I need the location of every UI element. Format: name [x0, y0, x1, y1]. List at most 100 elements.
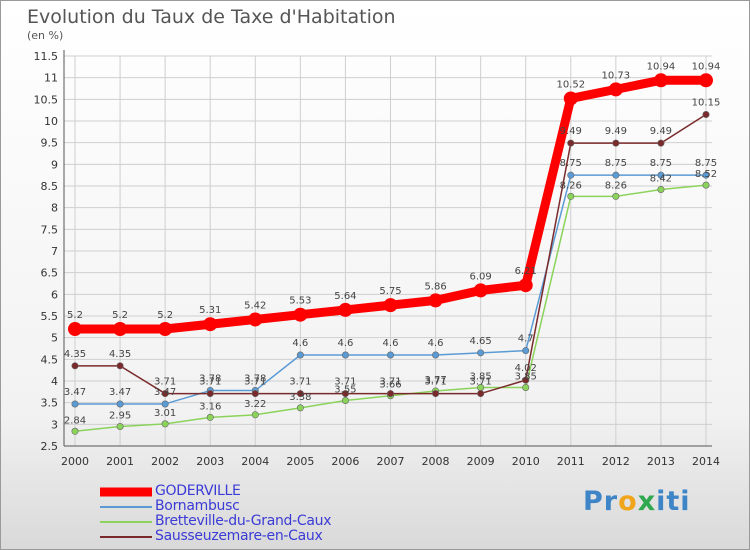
y-tick-label: 11	[44, 72, 58, 85]
logo-letter: i	[680, 486, 691, 517]
data-label: 3.85	[470, 372, 492, 383]
data-point	[68, 322, 82, 336]
y-tick-label: 6.5	[41, 267, 59, 280]
data-label: 3.78	[199, 374, 221, 385]
y-tick-label: 8	[51, 202, 58, 215]
data-point	[341, 390, 349, 398]
legend-swatch-bornambusc	[100, 506, 152, 508]
data-label: 3.16	[199, 401, 221, 412]
data-point	[116, 422, 124, 430]
data-point	[338, 302, 353, 317]
data-point	[71, 362, 79, 370]
data-point	[296, 351, 304, 359]
chart-title: Evolution du Taux de Taxe d'Habitation	[27, 6, 396, 28]
legend-label-goderville: GODERVILLE	[155, 483, 241, 499]
data-point	[432, 351, 440, 359]
data-label: 9.49	[560, 126, 582, 137]
legend-label-bornambusc: Bornambusc	[155, 498, 240, 514]
logo-letter: i	[656, 486, 667, 517]
data-point	[699, 73, 713, 88]
data-label: 3.71	[334, 377, 356, 388]
data-point	[657, 185, 665, 193]
data-point	[386, 390, 394, 398]
y-tick-label: 7	[51, 245, 58, 258]
data-point	[116, 362, 124, 370]
data-label: 8.26	[605, 180, 627, 191]
x-tick-label: 2012	[602, 455, 630, 468]
data-label: 3.66	[379, 380, 401, 391]
data-point	[251, 390, 259, 398]
y-tick-label: 5	[51, 332, 58, 345]
data-point	[522, 383, 530, 391]
logo-letter: o	[618, 486, 638, 517]
data-point	[657, 171, 665, 179]
y-tick-label: 11.5	[34, 50, 59, 63]
data-point	[248, 312, 263, 327]
data-label: 3.71	[199, 377, 221, 388]
data-point	[567, 192, 575, 200]
data-point	[518, 278, 533, 293]
y-tick-label: 3	[51, 418, 58, 431]
data-point	[251, 411, 259, 419]
x-tick-label: 2013	[647, 455, 675, 468]
data-label: 3.78	[244, 374, 266, 385]
proxiti-logo: Proxiti	[583, 486, 691, 517]
y-tick-label: 4	[51, 375, 58, 388]
data-label: 8.75	[695, 158, 717, 169]
data-label: 5.64	[334, 291, 356, 302]
data-label: 10.94	[692, 61, 721, 72]
x-tick-label: 2002	[151, 455, 179, 468]
x-tick-label: 2000	[61, 455, 89, 468]
data-point	[428, 293, 443, 308]
data-label: 3.01	[154, 408, 176, 419]
legend-swatch-goderville	[100, 487, 152, 497]
y-tick-label: 10.5	[34, 93, 59, 106]
data-point	[612, 171, 620, 179]
x-tick-label: 2011	[557, 455, 585, 468]
data-label: 4.6	[428, 338, 444, 349]
data-point	[161, 400, 169, 408]
x-tick-label: 2005	[286, 455, 314, 468]
y-tick-label: 10	[44, 115, 58, 128]
data-label: 4.6	[337, 338, 353, 349]
x-tick-label: 2003	[196, 455, 224, 468]
x-tick-label: 2004	[241, 455, 269, 468]
data-label: 5.86	[424, 281, 446, 292]
data-point	[161, 420, 169, 428]
data-point	[296, 390, 304, 398]
data-point	[522, 376, 530, 384]
data-point	[522, 347, 530, 355]
data-point	[477, 390, 485, 398]
data-label: 8.42	[650, 173, 672, 184]
data-label: 5.31	[199, 305, 221, 316]
data-label: 3.71	[424, 377, 446, 388]
y-tick-label: 4.5	[41, 353, 59, 366]
data-point	[432, 390, 440, 398]
data-point	[341, 351, 349, 359]
data-label: 2.84	[64, 415, 86, 426]
y-tick-label: 9.5	[41, 137, 59, 150]
data-point	[113, 322, 128, 336]
data-point	[293, 307, 308, 322]
data-label: 2.95	[109, 411, 131, 422]
data-label: 3.47	[154, 387, 176, 398]
data-label: 3.71	[244, 377, 266, 388]
data-label: 4.7	[518, 334, 534, 345]
data-label: 4.35	[64, 349, 86, 360]
data-label: 5.2	[67, 310, 83, 321]
data-label: 8.75	[560, 158, 582, 169]
data-point	[702, 111, 710, 119]
data-label: 4.6	[383, 338, 399, 349]
logo-letter: r	[603, 486, 619, 517]
data-label: 8.52	[695, 169, 717, 180]
data-point	[206, 390, 214, 398]
data-point	[653, 73, 668, 88]
data-label: 3.85	[515, 372, 537, 383]
data-point	[612, 192, 620, 200]
data-point	[116, 400, 124, 408]
data-point	[608, 82, 623, 97]
chart-unit: (en %)	[27, 29, 64, 42]
data-point	[657, 139, 665, 147]
data-point	[567, 139, 575, 147]
data-label: 3.22	[244, 399, 266, 410]
